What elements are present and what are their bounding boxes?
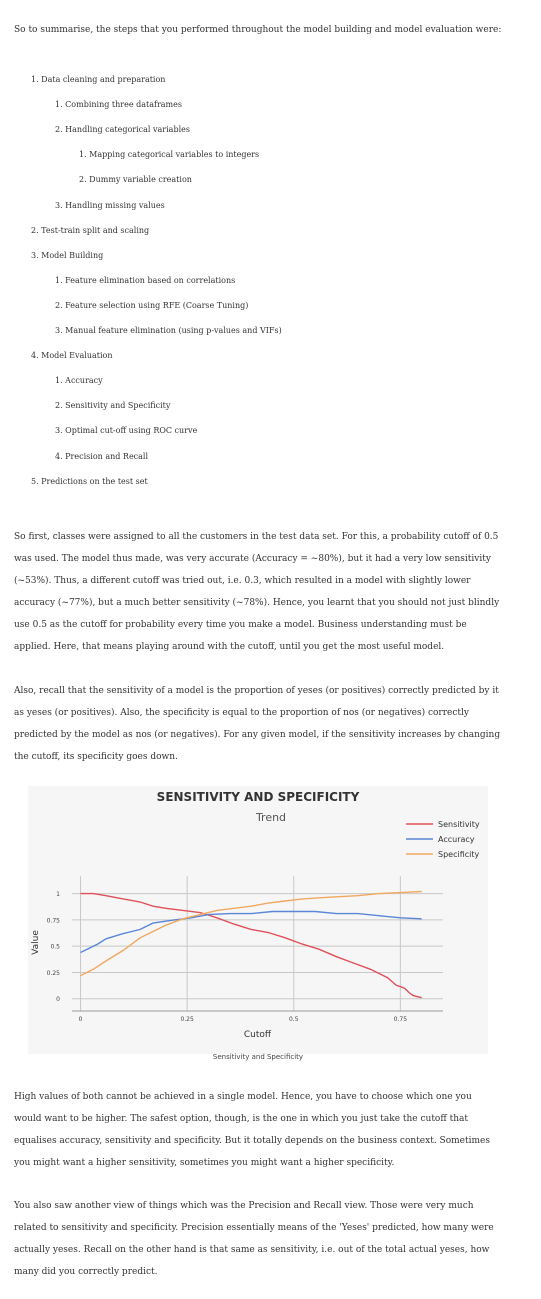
cutoff-paragraph: So first, classes were assigned to all t… — [14, 532, 500, 652]
precision-recall-paragraph: You also saw another view of things whic… — [14, 1201, 494, 1277]
legend-label: Specificity — [438, 850, 479, 859]
list-item: 1. Accuracy — [55, 376, 103, 385]
list-item: 4. Model Evaluation — [31, 351, 113, 360]
list-item: 1. Combining three dataframes — [55, 100, 182, 109]
list-item: 4. Precision and Recall — [55, 452, 149, 461]
legend-label: Accuracy — [438, 835, 475, 844]
list-item: 3. Optimal cut-off using ROC curve — [55, 426, 198, 435]
x-tick-label: 0.5 — [289, 1016, 299, 1023]
series-line-accuracy — [80, 910, 422, 954]
x-axis-label: Cutoff — [244, 1030, 272, 1040]
list-item: 2. Sensitivity and Specificity — [55, 401, 171, 410]
y-tick-label: 0.25 — [47, 970, 61, 977]
x-tick-label: 0.25 — [180, 1016, 194, 1023]
list-item: 3. Handling missing values — [55, 201, 165, 210]
intro-paragraph: So to summarise, the steps that you perf… — [14, 25, 502, 35]
chart-subtitle: Trend — [255, 811, 287, 824]
list-item: 1. Feature elimination based on correlat… — [55, 276, 236, 285]
list-item: 2. Test-train split and scaling — [31, 226, 150, 235]
list-item: 3. Manual feature elimination (using p-v… — [55, 326, 282, 335]
x-tick-label: 0 — [79, 1016, 83, 1023]
plot-background — [72, 876, 443, 1011]
y-tick-label: 0.5 — [50, 944, 60, 951]
x-tick-label: 0.75 — [394, 1016, 408, 1023]
y-tick-label: 1 — [56, 891, 60, 898]
list-item: 1. Data cleaning and preparation — [31, 75, 166, 84]
tradeoff-paragraph: High values of both cannot be achieved i… — [14, 1092, 490, 1168]
y-tick-label: 0.75 — [47, 917, 61, 924]
series-line-specificity — [80, 890, 422, 977]
list-item: 2. Handling categorical variables — [55, 125, 190, 134]
series-line-sensitivity — [80, 892, 422, 999]
chart-title: SENSITIVITY AND SPECIFICITY — [156, 790, 360, 804]
list-item: 5. Predictions on the test set — [31, 477, 148, 486]
list-item: 3. Model Building — [31, 251, 104, 260]
list-item: 1. Mapping categorical variables to inte… — [79, 150, 260, 159]
y-axis-label: Value — [31, 930, 41, 955]
list-item: 2. Dummy variable creation — [79, 175, 192, 184]
list-item: 2. Feature selection using RFE (Coarse T… — [55, 301, 249, 310]
sensitivity-definition-paragraph: Also, recall that the sensitivity of a m… — [14, 686, 501, 762]
chart-area: 0 0.25 0.5 0.75 1 0 0.25 0.5 0.75 Cutoff Value Sens… — [28, 786, 488, 1054]
sensitivity-specificity-chart: 0 0.25 0.5 0.75 1 0 0.25 0.5 0.75 Cutoff Value Sens… — [31, 820, 480, 1040]
y-tick-label: 0 — [56, 996, 60, 1003]
legend-label: Sensitivity — [438, 820, 480, 829]
chart-caption: Sensitivity and Specificity — [212, 1053, 304, 1061]
